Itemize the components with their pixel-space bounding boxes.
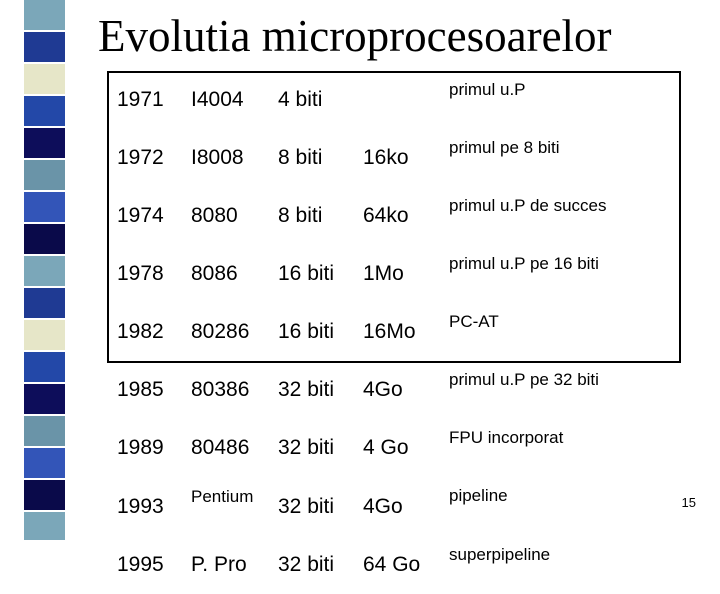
note-cell: primul u.P <box>449 80 526 99</box>
strip-block <box>24 512 65 540</box>
table-row: 1971 I4004 4 biti primul u.P <box>107 71 679 129</box>
year-cell: 1985 <box>117 378 164 401</box>
table-row: 1995 P. Pro 32 biti 64 Go superpipeline <box>107 536 679 594</box>
processor-cell: I4004 <box>191 88 244 111</box>
note-cell: FPU incorporat <box>449 428 564 447</box>
note-cell: superpipeline <box>449 545 551 564</box>
bits-cell: 8 biti <box>278 146 323 169</box>
year-cell: 1971 <box>117 88 164 111</box>
year-cell: 1974 <box>117 204 164 227</box>
bits-cell: 8 biti <box>278 204 323 227</box>
processor-cell: 80286 <box>191 320 250 343</box>
strip-block <box>24 224 65 254</box>
bits-cell: 32 biti <box>278 553 335 576</box>
memory-cell <box>359 71 441 129</box>
note-cell: primul u.P pe 32 biti <box>449 370 599 389</box>
note-cell: primul pe 8 biti <box>449 138 560 157</box>
year-cell: 1982 <box>117 320 164 343</box>
note-cell: primul u.P de succes <box>449 196 607 215</box>
year-cell: 1989 <box>117 436 164 459</box>
processor-cell: 8080 <box>191 204 238 227</box>
bits-cell: 32 biti <box>278 436 335 459</box>
strip-block <box>24 0 65 30</box>
strip-block <box>24 192 65 222</box>
memory-cell: 64ko <box>363 204 409 227</box>
processor-cell: 80386 <box>191 378 250 401</box>
memory-cell: 16ko <box>363 146 409 169</box>
strip-block <box>24 32 65 62</box>
note-cell: pipeline <box>449 486 508 505</box>
strip-block <box>24 128 65 158</box>
note-cell: PC-AT <box>449 312 499 331</box>
table-row: 1974 8080 8 biti 64ko primul u.P de succes <box>107 187 679 245</box>
processor-cell: 80486 <box>191 436 250 459</box>
table-row: 1978 8086 16 biti 1Mo primul u.P pe 16 biti <box>107 245 679 303</box>
strip-block <box>24 256 65 286</box>
strip-block <box>24 160 65 190</box>
year-cell: 1993 <box>117 494 164 518</box>
bits-cell: 4 biti <box>278 88 323 111</box>
bits-cell: 16 biti <box>278 262 335 285</box>
strip-block <box>24 288 65 318</box>
memory-cell: 4Go <box>363 378 403 401</box>
memory-cell: 1Mo <box>363 262 404 285</box>
strip-block <box>24 64 65 94</box>
strip-block <box>24 480 65 510</box>
memory-cell: 16Mo <box>363 320 416 343</box>
processor-cell: Pentium <box>191 487 254 506</box>
strip-block <box>24 352 65 382</box>
processor-cell: I8008 <box>191 146 244 169</box>
strip-block <box>24 448 65 478</box>
table-row: 1982 80286 16 biti 16Mo PC-AT <box>107 303 679 361</box>
memory-cell: 4Go <box>363 494 403 518</box>
bits-cell: 32 biti <box>278 494 335 518</box>
decorative-color-strip <box>24 0 65 540</box>
table-row: 1985 80386 32 biti 4Go primul u.P pe 32 biti <box>107 361 679 419</box>
processor-table: 1971 I4004 4 biti primul u.P 1972 I8008 8 biti… <box>107 71 679 594</box>
processor-cell: P. Pro <box>191 553 247 576</box>
table-row: 1993 Pentium 32 biti 4Go pipeline <box>107 477 679 536</box>
page-title: Evolutia microprocesoarelor <box>98 11 612 61</box>
year-cell: 1995 <box>117 553 164 576</box>
strip-block <box>24 96 65 126</box>
page-number: 15 <box>681 495 696 510</box>
strip-block <box>24 416 65 446</box>
strip-block <box>24 320 65 350</box>
note-cell: primul u.P pe 16 biti <box>449 254 599 273</box>
bits-cell: 16 biti <box>278 320 335 343</box>
strip-block <box>24 384 65 414</box>
table-row: 1989 80486 32 biti 4 Go FPU incorporat <box>107 419 679 477</box>
processor-cell: 8086 <box>191 262 238 285</box>
memory-cell: 64 Go <box>363 553 421 576</box>
year-cell: 1978 <box>117 262 164 285</box>
bits-cell: 32 biti <box>278 378 335 401</box>
memory-cell: 4 Go <box>363 436 409 459</box>
table-row: 1972 I8008 8 biti 16ko primul pe 8 biti <box>107 129 679 187</box>
year-cell: 1972 <box>117 146 164 169</box>
